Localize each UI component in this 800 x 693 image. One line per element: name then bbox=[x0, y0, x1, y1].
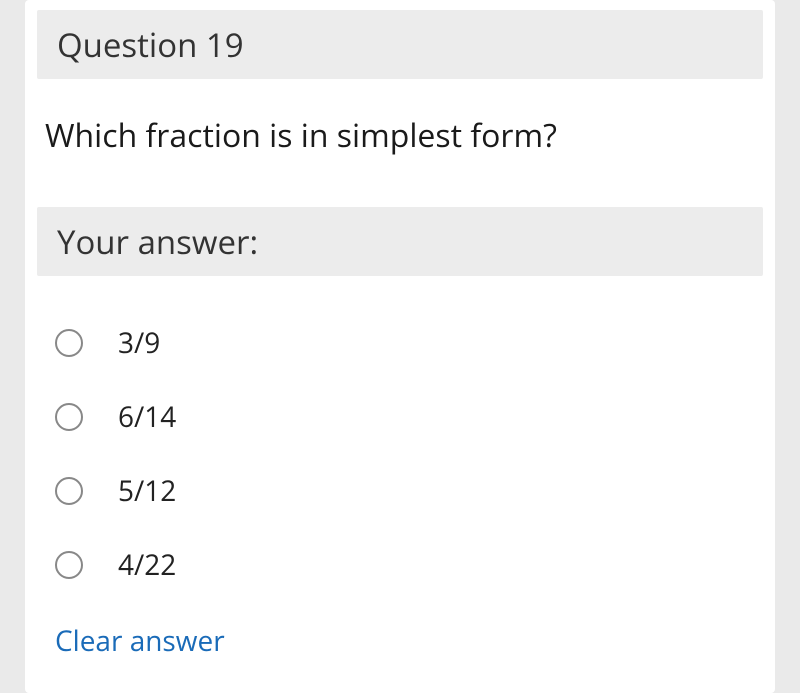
answer-option[interactable]: 5/12 bbox=[55, 454, 745, 528]
radio-icon[interactable] bbox=[55, 551, 83, 579]
answer-option[interactable]: 6/14 bbox=[55, 380, 745, 454]
question-header: Question 19 bbox=[37, 10, 763, 79]
options-list: 3/9 6/14 5/12 4/22 bbox=[25, 276, 775, 612]
answer-header: Your answer: bbox=[37, 207, 763, 276]
clear-answer-link[interactable]: Clear answer bbox=[25, 612, 255, 680]
radio-icon[interactable] bbox=[55, 477, 83, 505]
radio-icon[interactable] bbox=[55, 329, 83, 357]
option-label: 4/22 bbox=[118, 546, 176, 584]
option-label: 3/9 bbox=[118, 324, 160, 362]
option-label: 5/12 bbox=[118, 472, 176, 510]
answer-option[interactable]: 3/9 bbox=[55, 306, 745, 380]
option-label: 6/14 bbox=[118, 398, 176, 436]
radio-icon[interactable] bbox=[55, 403, 83, 431]
answer-option[interactable]: 4/22 bbox=[55, 528, 745, 602]
question-card: Question 19 Which fraction is in simples… bbox=[25, 0, 775, 693]
question-text: Which fraction is in simplest form? bbox=[25, 79, 775, 207]
